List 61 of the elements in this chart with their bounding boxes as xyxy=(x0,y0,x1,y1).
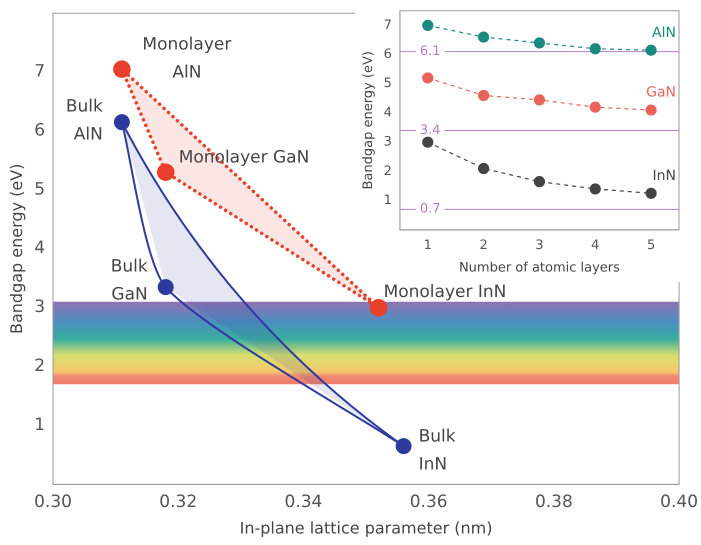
y-axis-title: Bandgap energy (eV) xyxy=(6,164,26,334)
y-tick-label: 6 xyxy=(384,46,392,62)
point xyxy=(534,37,546,49)
point xyxy=(645,44,657,56)
annotation: Monolayer AlN xyxy=(142,34,232,83)
point xyxy=(396,438,412,454)
x-tick-label: 0.34 xyxy=(284,492,322,512)
point xyxy=(590,102,601,113)
point xyxy=(422,20,434,31)
y-axis-title: Bandgap energy (eV) xyxy=(361,51,376,190)
point xyxy=(158,279,174,296)
x-axis-title: In-plane lattice parameter (nm) xyxy=(240,518,492,538)
annotation: Bulk InN xyxy=(418,426,456,475)
point xyxy=(478,162,490,174)
series-label: InN xyxy=(652,168,676,184)
x-tick-label: 0.36 xyxy=(410,492,448,512)
y-tick-label: 3 xyxy=(34,297,46,318)
point xyxy=(590,183,601,195)
y-tick-label: 5 xyxy=(384,76,392,92)
point xyxy=(113,60,131,78)
y-tick-label: 7 xyxy=(384,18,392,33)
annotation: Monolayer InN xyxy=(384,282,506,302)
x-tick-label: 3 xyxy=(535,238,544,253)
point xyxy=(114,114,130,130)
x-tick-label: 0.32 xyxy=(159,492,198,512)
annotation: Bulk GaN xyxy=(110,256,148,305)
y-tick-label: 6 xyxy=(34,120,46,140)
series-label: GaN xyxy=(646,84,676,101)
x-tick-label: 2 xyxy=(479,238,488,253)
ref-line-label: 0.7 xyxy=(420,202,441,217)
point xyxy=(478,31,490,43)
x-tick-label: 0.38 xyxy=(534,492,573,512)
x-tick-label: 1 xyxy=(424,238,432,253)
y-tick-label: 2 xyxy=(384,164,392,179)
x-tick-label: 5 xyxy=(646,238,656,253)
y-tick-label: 2 xyxy=(34,356,46,376)
y-tick-label: 1 xyxy=(384,192,392,208)
annotation: Bulk AlN xyxy=(66,96,104,145)
point xyxy=(370,298,388,316)
point xyxy=(534,94,546,106)
x-tick-label: 0.30 xyxy=(34,492,72,512)
x-axis-title: Number of atomic layers xyxy=(458,260,620,276)
point xyxy=(645,188,657,199)
y-tick-label: 4 xyxy=(384,105,392,120)
series-label: AlN xyxy=(652,24,676,41)
annotation: Monolayer GaN xyxy=(178,148,310,168)
ref-line-label: 3.4 xyxy=(420,122,441,138)
ref-line-label: 6.1 xyxy=(420,44,441,60)
point xyxy=(645,104,657,116)
x-tick-label: 4 xyxy=(591,238,600,253)
y-tick-label: 5 xyxy=(34,179,46,200)
point xyxy=(422,72,434,84)
point xyxy=(478,90,490,102)
x-tick-label: 0.40 xyxy=(660,492,698,512)
y-tick-label: 7 xyxy=(34,62,46,82)
point xyxy=(534,176,546,188)
point xyxy=(156,163,174,181)
point xyxy=(422,136,434,148)
y-tick-label: 1 xyxy=(34,414,46,435)
point xyxy=(590,43,601,54)
y-tick-label: 3 xyxy=(384,134,392,150)
